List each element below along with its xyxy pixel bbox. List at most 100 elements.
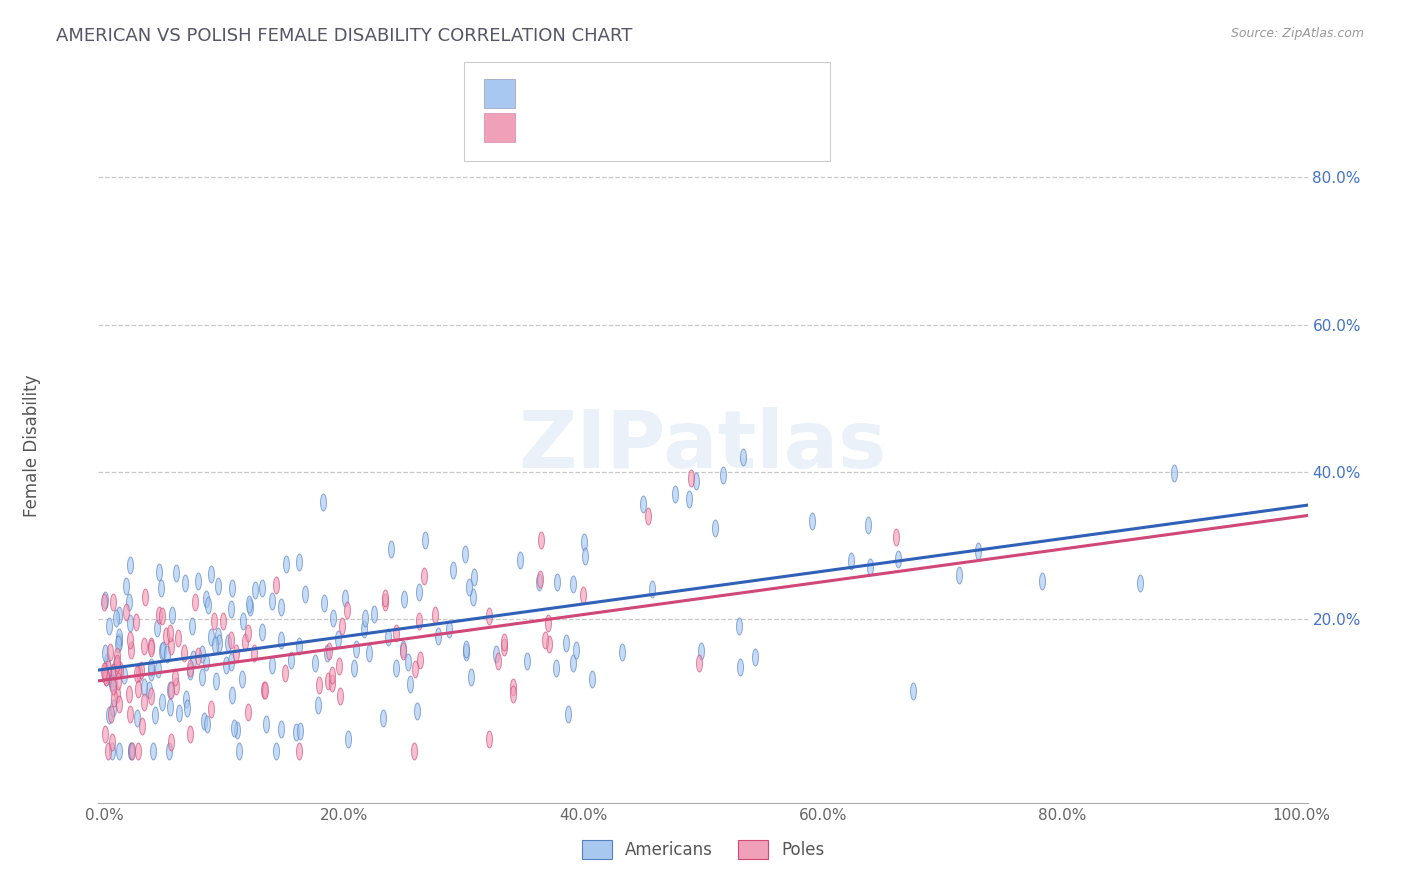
Point <box>688 656 710 670</box>
Point <box>250 581 273 595</box>
Point <box>463 569 485 583</box>
Point <box>458 581 481 595</box>
Point <box>179 727 201 741</box>
Point <box>125 666 148 681</box>
Point <box>127 744 149 758</box>
Point <box>336 603 359 617</box>
Point <box>134 695 156 709</box>
Point <box>238 705 260 719</box>
Point <box>494 635 516 649</box>
Point <box>219 633 242 648</box>
Point <box>138 682 160 697</box>
Point <box>308 678 330 692</box>
Point <box>486 654 509 668</box>
Text: Source: ZipAtlas.com: Source: ZipAtlas.com <box>1230 27 1364 40</box>
Point <box>404 662 426 676</box>
Point <box>118 632 141 647</box>
Point <box>191 648 214 662</box>
Point <box>276 558 298 572</box>
Point <box>157 744 180 758</box>
Point <box>219 655 242 669</box>
Point <box>103 676 125 690</box>
Point <box>132 680 155 694</box>
Point <box>312 495 335 509</box>
Point <box>139 641 162 656</box>
Point <box>731 450 754 465</box>
Point <box>146 621 169 635</box>
Point <box>105 611 128 625</box>
Point <box>217 635 239 649</box>
Point <box>354 610 377 624</box>
Point <box>316 673 339 688</box>
Point <box>415 533 437 547</box>
Point <box>1163 466 1185 480</box>
Point <box>253 682 276 697</box>
Point <box>233 635 256 649</box>
Point <box>94 593 117 607</box>
Point <box>118 616 141 631</box>
Point <box>93 667 115 681</box>
Point <box>108 608 131 623</box>
Point <box>384 626 406 640</box>
Point <box>112 668 135 682</box>
Point <box>270 599 292 614</box>
Point <box>264 744 287 758</box>
Point <box>132 640 155 654</box>
Point <box>93 646 115 660</box>
Point <box>412 569 434 583</box>
Point <box>150 643 173 657</box>
Point <box>685 474 707 488</box>
Point <box>270 722 292 736</box>
Point <box>554 636 576 650</box>
Point <box>236 625 259 640</box>
Point <box>678 492 700 507</box>
Point <box>207 579 229 593</box>
Point <box>284 725 307 739</box>
Point <box>141 639 163 653</box>
Point <box>1031 574 1053 588</box>
Point <box>150 609 173 624</box>
Point <box>108 663 131 677</box>
Point <box>562 577 585 591</box>
Point <box>108 630 131 644</box>
Point <box>219 602 242 616</box>
Text: 108: 108 <box>657 119 692 136</box>
Point <box>159 700 181 714</box>
Point <box>195 717 218 731</box>
Point <box>100 673 122 687</box>
Point <box>321 668 343 682</box>
Point <box>204 638 226 652</box>
Point <box>105 688 128 702</box>
Point <box>97 708 120 723</box>
Point <box>967 544 990 558</box>
Point <box>744 650 766 665</box>
Point <box>242 646 264 660</box>
Point <box>179 660 201 674</box>
Point <box>245 582 267 597</box>
Point <box>121 743 143 757</box>
Point <box>101 679 124 693</box>
Point <box>160 683 183 698</box>
Point <box>174 691 197 706</box>
Point <box>143 708 166 723</box>
Point <box>574 549 596 563</box>
Point <box>93 665 115 679</box>
Point <box>105 648 128 663</box>
Point <box>260 593 283 607</box>
Point <box>159 682 181 697</box>
Point <box>307 698 329 713</box>
Point <box>711 468 734 483</box>
Text: AMERICAN VS POLISH FEMALE DISABILITY CORRELATION CHART: AMERICAN VS POLISH FEMALE DISABILITY COR… <box>56 27 633 45</box>
Point <box>901 683 924 698</box>
Point <box>801 514 824 528</box>
Point <box>127 681 149 696</box>
Point <box>97 662 120 676</box>
Point <box>478 732 501 747</box>
Point <box>502 687 524 701</box>
Point <box>335 591 357 605</box>
Point <box>318 643 340 657</box>
Point <box>98 618 121 632</box>
Point <box>101 744 124 758</box>
Point <box>316 646 339 660</box>
Point <box>103 665 125 679</box>
